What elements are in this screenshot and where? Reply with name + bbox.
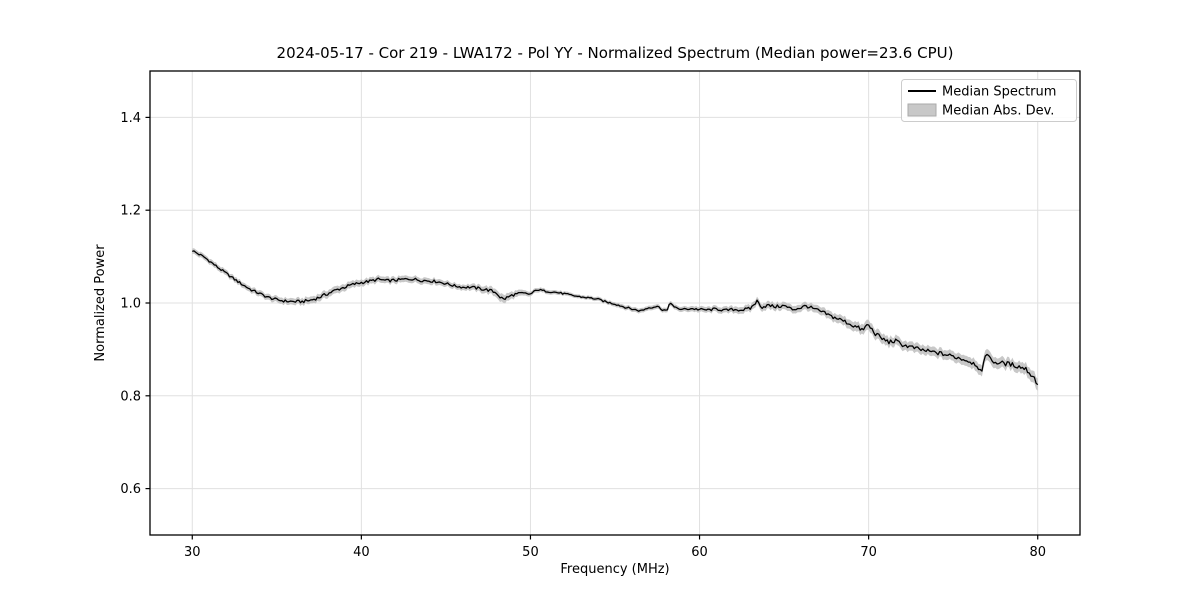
x-tick-label: 70 [860, 545, 877, 560]
x-axis-label: Frequency (MHz) [560, 562, 669, 577]
median-spectrum-line [192, 250, 1039, 386]
x-tick-label: 30 [184, 545, 201, 560]
chart-title: 2024-05-17 - Cor 219 - LWA172 - Pol YY -… [277, 44, 954, 62]
x-tick-label: 80 [1029, 545, 1046, 560]
y-tick-label: 1.4 [120, 111, 141, 126]
axes-frame [149, 70, 1081, 536]
mad-band-area [192, 248, 1038, 391]
x-tick-label: 50 [522, 545, 539, 560]
x-tick-label: 60 [691, 545, 708, 560]
legend: Median Spectrum Median Abs. Dev. [901, 79, 1077, 122]
legend-frame [901, 79, 1077, 122]
median-abs-dev-band [192, 248, 1038, 391]
median-abs-dev-swatch-icon [907, 103, 937, 117]
median-line-path [192, 250, 1039, 386]
axis-ticks: 30 40 50 60 70 80 0.6 0.8 1.0 1.2 1.4 [120, 111, 1046, 560]
y-tick-label: 0.6 [120, 482, 141, 497]
y-tick-label: 0.8 [120, 389, 141, 404]
legend-label-median-abs-dev: Median Abs. Dev. [942, 104, 1054, 119]
y-tick-label: 1.2 [120, 204, 141, 219]
y-tick-label: 1.0 [120, 297, 141, 312]
y-axis-label: Normalized Power [93, 244, 108, 362]
x-tick-label: 40 [353, 545, 370, 560]
legend-label-median-spectrum: Median Spectrum [942, 85, 1056, 100]
